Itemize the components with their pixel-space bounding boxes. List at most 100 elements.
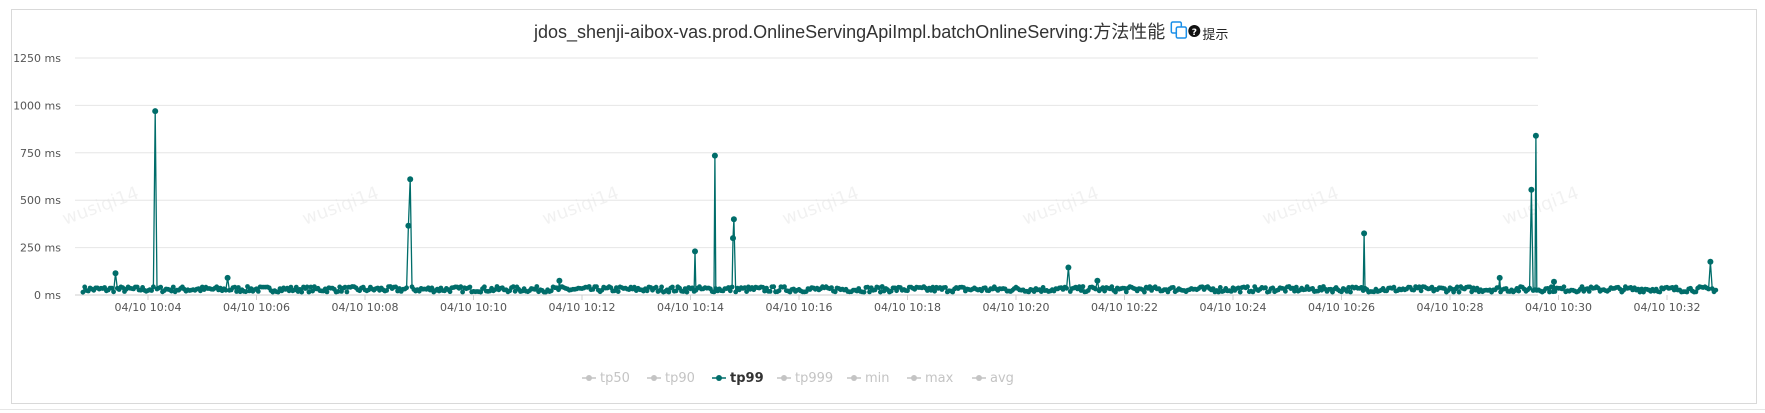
data-point[interactable] [384, 288, 390, 293]
data-point[interactable] [152, 108, 159, 115]
question-circle-icon[interactable]: ? [1188, 25, 1201, 38]
data-point[interactable] [447, 289, 453, 295]
data-point[interactable] [1170, 285, 1176, 290]
data-point[interactable] [243, 289, 249, 295]
data-point[interactable] [510, 284, 516, 289]
data-point[interactable] [460, 289, 465, 295]
data-point[interactable] [730, 235, 736, 242]
data-point[interactable] [670, 284, 675, 290]
data-point[interactable] [548, 288, 554, 294]
data-point[interactable] [1123, 289, 1129, 295]
data-point[interactable] [1713, 287, 1719, 293]
data-point[interactable] [1346, 285, 1352, 290]
data-point[interactable] [644, 288, 650, 294]
data-point[interactable] [744, 289, 749, 294]
data-point[interactable] [1496, 274, 1503, 281]
data-point[interactable] [556, 277, 563, 284]
data-point[interactable] [659, 284, 664, 290]
data-point[interactable] [344, 289, 350, 295]
data-point[interactable] [1586, 289, 1592, 294]
data-point[interactable] [255, 289, 261, 294]
data-point[interactable] [1113, 289, 1118, 295]
data-point[interactable] [932, 288, 937, 294]
data-point[interactable] [943, 285, 948, 290]
data-point[interactable] [1250, 289, 1256, 295]
data-point[interactable] [730, 216, 737, 223]
data-point[interactable] [111, 289, 116, 295]
data-point[interactable] [1064, 285, 1069, 291]
data-point[interactable] [684, 289, 690, 295]
data-point[interactable] [615, 289, 621, 294]
data-point[interactable] [1293, 284, 1299, 290]
data-point[interactable] [1496, 285, 1502, 290]
data-point[interactable] [458, 284, 464, 290]
data-point[interactable] [727, 288, 733, 294]
data-point[interactable] [393, 284, 399, 290]
data-point[interactable] [876, 285, 881, 290]
series-tp99[interactable] [80, 108, 1719, 295]
data-point[interactable] [306, 289, 312, 295]
data-point[interactable] [760, 284, 766, 290]
data-point[interactable] [310, 288, 315, 294]
data-point[interactable] [1076, 284, 1082, 290]
data-point[interactable] [1657, 289, 1663, 295]
data-point[interactable] [1545, 286, 1551, 291]
data-point[interactable] [1237, 289, 1243, 295]
data-point[interactable] [1516, 288, 1522, 294]
data-point[interactable] [1217, 285, 1223, 290]
data-point[interactable] [1319, 287, 1324, 293]
data-point[interactable] [1093, 286, 1098, 292]
data-point[interactable] [1561, 284, 1567, 290]
data-point[interactable] [711, 152, 718, 159]
data-point[interactable] [1263, 285, 1268, 291]
data-point[interactable] [1454, 284, 1460, 290]
data-point[interactable] [1361, 230, 1368, 237]
legend-item-tp999[interactable]: tp999 [777, 371, 833, 386]
data-point[interactable] [1078, 288, 1084, 293]
copy-icon[interactable] [1170, 21, 1188, 39]
data-point[interactable] [1315, 288, 1321, 294]
data-point[interactable] [666, 289, 672, 295]
data-point[interactable] [867, 289, 872, 295]
data-point[interactable] [293, 284, 299, 290]
data-point[interactable] [1109, 284, 1115, 290]
data-point[interactable] [158, 284, 164, 290]
data-point[interactable] [1094, 277, 1101, 284]
data-point[interactable] [1706, 286, 1711, 292]
data-point[interactable] [169, 288, 174, 294]
legend-item-tp99[interactable]: tp99 [712, 371, 764, 386]
data-point[interactable] [534, 284, 540, 289]
data-point[interactable] [1548, 284, 1554, 290]
data-point[interactable] [905, 288, 910, 294]
data-point[interactable] [342, 284, 348, 290]
data-point[interactable] [865, 284, 871, 290]
data-point[interactable] [404, 285, 409, 291]
data-point[interactable] [1579, 284, 1585, 289]
data-point[interactable] [308, 284, 314, 290]
data-point[interactable] [286, 288, 292, 294]
data-point[interactable] [407, 176, 414, 183]
data-point[interactable] [1532, 132, 1539, 139]
data-point[interactable] [1528, 186, 1535, 193]
data-point[interactable] [782, 284, 787, 290]
data-point[interactable] [1416, 284, 1422, 290]
legend-item-max[interactable]: max [907, 371, 954, 386]
data-point[interactable] [776, 288, 782, 294]
data-point[interactable] [1292, 288, 1297, 294]
data-point[interactable] [467, 284, 473, 290]
data-point[interactable] [170, 284, 176, 290]
data-point[interactable] [405, 222, 412, 229]
data-point[interactable] [1236, 285, 1241, 291]
data-point[interactable] [1038, 289, 1044, 294]
data-point[interactable] [482, 284, 487, 290]
data-point[interactable] [299, 289, 305, 295]
data-point[interactable] [429, 285, 435, 291]
data-point[interactable] [112, 270, 119, 277]
legend-item-tp50[interactable]: tp50 [582, 371, 630, 386]
data-point[interactable] [1245, 284, 1250, 290]
data-point[interactable] [1391, 284, 1397, 290]
data-point[interactable] [733, 289, 739, 295]
data-point[interactable] [335, 289, 341, 294]
data-point[interactable] [930, 284, 936, 290]
data-point[interactable] [149, 288, 155, 293]
